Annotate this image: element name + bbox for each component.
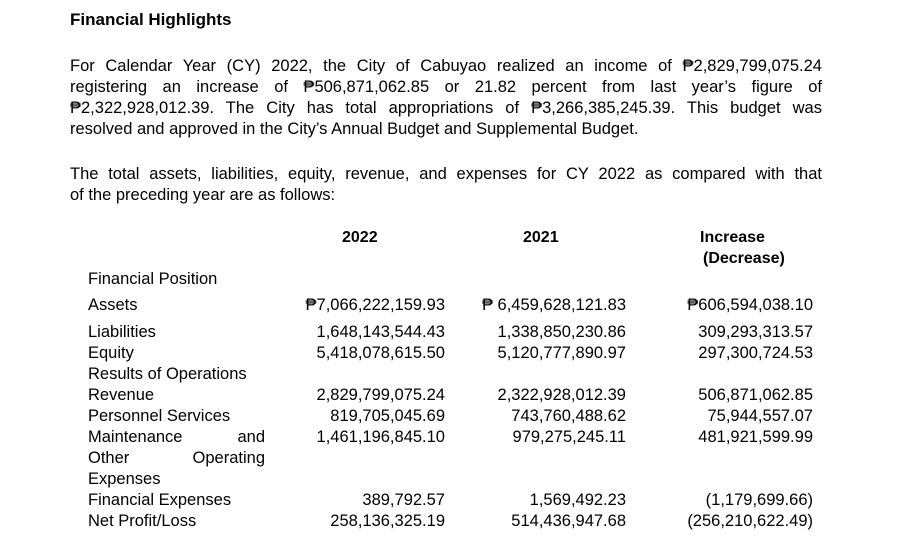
value-2022: 389,792.57 — [362, 491, 445, 509]
row-label-part: and — [237, 428, 265, 446]
value-2021: 514,436,947.68 — [511, 512, 626, 530]
value-increase: 297,300,724.53 — [698, 344, 813, 362]
value-increase: 75,944,557.07 — [707, 407, 813, 425]
value-2022: 1,648,143,544.43 — [316, 323, 445, 341]
column-header-increase: Increase — [700, 229, 765, 246]
row-label: Expenses — [88, 470, 161, 488]
value-2021: ₱ 6,459,628,121.83 — [481, 296, 626, 314]
row-label: Net Profit/Loss — [88, 512, 197, 530]
value-2021: 743,760,488.62 — [511, 407, 626, 425]
paragraph-line: The total assets, liabilities, equity, r… — [70, 165, 822, 183]
value-2021: 1,338,850,230.86 — [497, 323, 626, 341]
row-label: Equity — [88, 344, 134, 362]
paragraph-line: ₱2,322,928,012.39. The City has total ap… — [70, 99, 822, 117]
paragraph-line: For Calendar Year (CY) 2022, the City of… — [70, 57, 822, 75]
row-label: Other Operating — [88, 448, 265, 469]
paragraph-line: registering an increase of ₱506,871,062.… — [70, 78, 822, 96]
value-increase: ₱606,594,038.10 — [687, 296, 813, 314]
value-2022: 819,705,045.69 — [330, 407, 445, 425]
row-label: Liabilities — [88, 323, 156, 341]
row-label-part: Other — [88, 449, 130, 467]
comparison-paragraph: The total assets, liabilities, equity, r… — [70, 164, 822, 206]
row-label-part: Maintenance — [88, 428, 183, 446]
value-increase: 481,921,599.99 — [698, 428, 813, 446]
income-paragraph: For Calendar Year (CY) 2022, the City of… — [70, 56, 822, 140]
value-2022: 258,136,325.19 — [330, 512, 445, 530]
row-label-part: Operating — [192, 449, 265, 467]
row-label: Personnel Services — [88, 407, 231, 425]
column-header-decrease: (Decrease) — [703, 250, 785, 267]
value-increase: (256,210,622.49) — [687, 512, 813, 530]
paragraph-line: of the preceding year are as follows: — [70, 186, 336, 204]
row-label: Assets — [88, 296, 138, 314]
row-label: Financial Position — [88, 270, 218, 288]
value-increase: 309,293,313.57 — [698, 323, 813, 341]
value-2021: 1,569,492.23 — [529, 491, 626, 509]
value-2021: 2,322,928,012.39 — [497, 386, 626, 404]
paragraph-line: resolved and approved in the City’s Annu… — [70, 120, 639, 138]
value-2022: 2,829,799,075.24 — [316, 386, 445, 404]
value-2022: 5,418,078,615.50 — [316, 344, 445, 362]
value-2022: ₱7,066,222,159.93 — [305, 296, 445, 314]
row-label: Maintenance and — [88, 427, 265, 448]
column-header-2022: 2022 — [342, 229, 378, 246]
value-2021: 5,120,777,890.97 — [497, 344, 626, 362]
section-heading: Financial Highlights — [70, 10, 232, 29]
column-header-2021: 2021 — [523, 229, 559, 246]
value-2021: 979,275,245.11 — [512, 428, 626, 446]
row-label: Financial Expenses — [88, 491, 232, 509]
row-label: Revenue — [88, 386, 155, 404]
value-increase: 506,871,062.85 — [698, 386, 813, 404]
value-increase: (1,179,699.66) — [705, 491, 813, 509]
value-2022: 1,461,196,845.10 — [316, 428, 445, 446]
row-label: Results of Operations — [88, 365, 247, 383]
